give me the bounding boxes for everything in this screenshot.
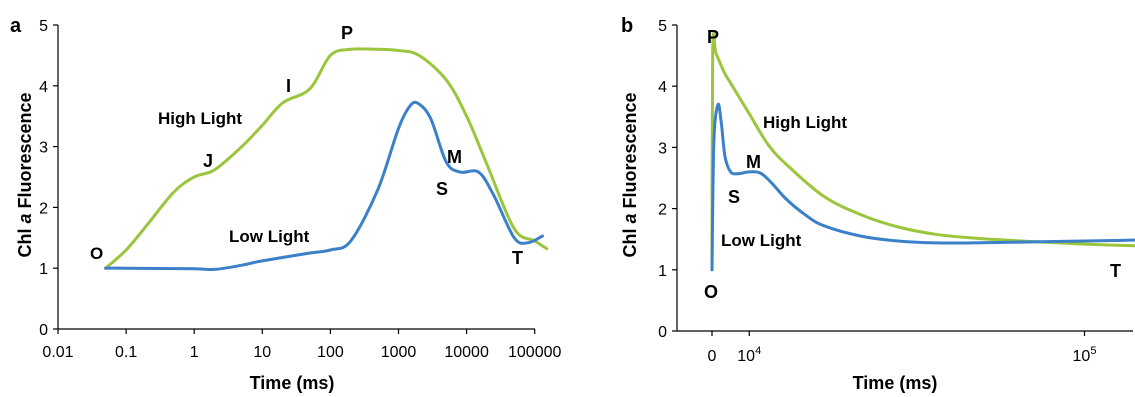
panel-a-y-axis-title: Chl a Fluorescence [15, 92, 35, 257]
panel-b-label-s: S [728, 187, 740, 207]
panel-a-x-tick-label: 100000 [508, 344, 561, 361]
panel-a-x-ticks: 0.01 0.1 1 10 100 1000 10000 100000 [42, 329, 561, 361]
panel-a-label-t: T [512, 248, 523, 268]
panel-b-label-o: O [704, 282, 718, 302]
panel-a-series-high-light [104, 47, 549, 270]
panel-b-label-high-light: High Light [763, 113, 847, 132]
panel-a-x-tick-label: 0.01 [42, 344, 73, 361]
panel-a-x-tick-label: 10 [253, 344, 271, 361]
panel-a-label-j: J [203, 151, 213, 171]
panel-a-x-tick-label: 1 [190, 344, 199, 361]
panel-a-y-tick-label: 3 [39, 140, 48, 157]
panel-b-label-p: P [707, 27, 719, 47]
panel-a-series [104, 47, 549, 272]
panel-a-x-tick-label: 10000 [444, 344, 489, 361]
panel-b-y-tick-label: 1 [658, 263, 667, 280]
panel-b-label-low-light: Low Light [721, 231, 802, 250]
panel-a-label-low-light: Low Light [229, 227, 310, 246]
panel-b-x-tick-label: 0 [708, 348, 717, 365]
panel-b-y-tick-label: 4 [658, 79, 667, 96]
panel-a: a Chl a Fluorescence Time (ms) 0 1 2 3 4 5 0.… [10, 15, 561, 393]
panel-a-letter: a [10, 15, 22, 37]
panel-b-series-low-light [710, 102, 1135, 272]
panel-a-y-ticks: 0 1 2 3 4 5 [39, 18, 58, 339]
panel-b-x-axis-title: Time (ms) [853, 373, 938, 393]
panel-b-y-ticks: 0 1 2 3 4 5 [658, 18, 677, 341]
panel-b-x-ticks: 0 104 105 [708, 331, 1097, 365]
panel-a-y-tick-label: 4 [39, 79, 48, 96]
panel-a-x-axis-title: Time (ms) [250, 373, 335, 393]
panel-a-label-i: I [286, 76, 291, 96]
panel-a-label-p: P [341, 23, 353, 43]
panel-a-x-tick-label: 1000 [381, 344, 417, 361]
panel-b-y-tick-label: 3 [658, 140, 667, 157]
panel-b: b Chl a Fluorescence Time (ms) 0 1 2 3 4 5 0 1… [620, 15, 1135, 393]
panel-b-y-tick-label: 5 [658, 18, 667, 35]
panel-a-x-tick-label: 0.1 [115, 344, 137, 361]
panel-b-label-m: M [746, 152, 761, 172]
panel-b-x-tick-label: 105 [1073, 345, 1097, 365]
panel-b-y-tick-label: 2 [658, 202, 667, 219]
panel-a-y-tick-label: 5 [39, 18, 48, 35]
panel-b-letter: b [621, 15, 633, 37]
panel-b-x-tick-label: 104 [737, 345, 761, 365]
panel-a-x-tick-label: 100 [317, 344, 344, 361]
panel-b-y-axis-title: Chl a Fluorescence [620, 92, 640, 257]
panel-a-y-tick-label: 2 [39, 200, 48, 217]
panel-a-label-s: S [436, 179, 448, 199]
panel-b-series [710, 32, 1135, 272]
panel-a-y-tick-label: 1 [39, 261, 48, 278]
panel-b-series-high-light [710, 32, 1135, 272]
panel-a-label-high-light: High Light [158, 109, 242, 128]
panel-b-label-t: T [1110, 261, 1121, 281]
panel-a-label-o: O [90, 244, 103, 263]
panel-b-y-tick-label: 0 [658, 324, 667, 341]
panel-a-label-m: M [447, 147, 462, 167]
panel-a-series-low-light [104, 100, 544, 272]
panel-a-y-tick-label: 0 [39, 322, 48, 339]
